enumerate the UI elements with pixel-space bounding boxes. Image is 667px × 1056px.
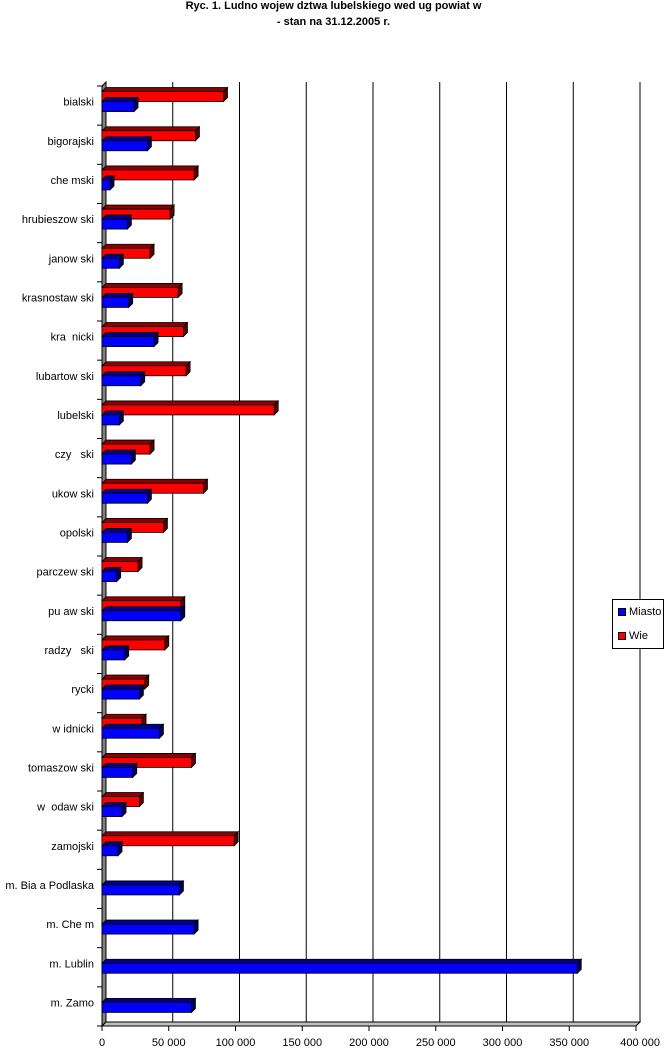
bar-wie — [101, 86, 229, 103]
bar-miasto — [101, 214, 133, 231]
bar-wie — [101, 674, 150, 691]
bar-wie — [101, 164, 200, 181]
legend: Miasto Wie — [612, 599, 664, 649]
bar-miasto — [101, 174, 115, 191]
bar-miasto — [101, 292, 134, 309]
bar-wie — [101, 634, 170, 651]
category-label: m. Che m — [46, 919, 94, 931]
bar-miasto — [101, 762, 138, 779]
bar-miasto — [101, 801, 127, 818]
category-label: opolski — [60, 527, 94, 539]
category-label: kra nicki — [51, 332, 94, 344]
category-label: parczew ski — [37, 567, 94, 579]
category-label: zamojski — [51, 841, 94, 853]
bar-miasto — [101, 997, 197, 1014]
legend-swatch-wie — [618, 632, 626, 640]
bar-miasto — [101, 331, 160, 348]
category-label: ukow ski — [46, 488, 94, 500]
category-label: lubartow ski — [36, 371, 94, 383]
bar-miasto — [101, 527, 133, 544]
category-label: czy ski — [49, 449, 94, 461]
bar-miasto — [101, 723, 165, 740]
bar-miasto — [101, 449, 137, 466]
category-label: che mski — [51, 175, 94, 187]
grid-lines — [105, 82, 641, 1022]
bar-wie — [101, 399, 280, 416]
bar-miasto — [101, 919, 200, 936]
x-tick-label: 50 000 — [152, 1037, 186, 1049]
category-label: hrubieszow ski — [22, 214, 94, 226]
x-tick-label: 250 000 — [416, 1037, 456, 1049]
bar-miasto — [101, 684, 145, 701]
x-tick-label: 100 000 — [216, 1037, 256, 1049]
bar-miasto — [101, 566, 122, 583]
category-labels: bialski bigorajski che mski hrubieszow ski j… — [5, 97, 95, 1010]
bar-wie — [101, 204, 176, 221]
category-label: bigorajski — [48, 136, 94, 148]
category-label: rycki — [65, 684, 94, 696]
category-label: lubelski — [57, 410, 94, 422]
x-tick-label: 200 000 — [349, 1037, 389, 1049]
category-label: bialski — [63, 97, 94, 109]
bar-miasto — [101, 96, 140, 113]
axes — [97, 80, 642, 1031]
category-label: w odaw ski — [36, 802, 94, 814]
bar-miasto — [101, 409, 125, 426]
legend-label-wie: Wie — [629, 630, 648, 642]
bar-miasto — [101, 488, 153, 505]
chart-title: Ryc. 1. Ludno wojew dztwa lubelskiego we… — [185, 0, 482, 12]
bar-wie — [101, 282, 184, 299]
chart-floor — [100, 1021, 642, 1027]
bar-miasto — [101, 370, 146, 387]
bar-wie — [101, 556, 144, 573]
category-label: m. Zamo — [51, 997, 94, 1009]
bar-miasto — [101, 253, 125, 270]
x-tick-labels: 0 50 000 100 000 150 000 200 000 250 000 300 0… — [99, 1037, 660, 1049]
bar-wie — [101, 830, 240, 847]
bar-miasto — [101, 605, 186, 622]
bar-miasto — [101, 840, 123, 857]
bar-wie — [101, 478, 209, 495]
category-label: w idnicki — [46, 723, 94, 735]
bar-miasto — [101, 958, 583, 975]
category-label: tomaszow ski — [28, 762, 94, 774]
category-label: m. Bia a Podlaska — [5, 880, 95, 892]
legend-item-wie: Wie — [618, 629, 648, 643]
category-label: krasnostaw ski — [22, 292, 94, 304]
category-label: radzy ski — [44, 645, 94, 657]
category-label: janow ski — [48, 253, 94, 265]
legend-label-miasto: Miasto — [629, 606, 662, 618]
x-tick-label: 150 000 — [282, 1037, 322, 1049]
x-tick-label: 350 000 — [549, 1037, 589, 1049]
chart-subtitle: - stan na 31.12.2005 r. — [276, 16, 391, 28]
bar-wie — [101, 752, 197, 769]
x-tick-label: 300 000 — [483, 1037, 523, 1049]
bar-wie — [101, 439, 156, 456]
x-tick-label: 0 — [99, 1037, 105, 1049]
bar-wie — [101, 243, 156, 260]
bars — [101, 86, 583, 1014]
bar-wie — [101, 791, 145, 808]
bar-miasto — [101, 879, 185, 896]
bar-wie — [101, 517, 169, 534]
category-label: m. Lublin — [49, 958, 94, 970]
legend-swatch-miasto — [618, 608, 626, 616]
x-tick-label: 400 000 — [620, 1037, 660, 1049]
bar-miasto — [101, 644, 130, 661]
category-label: pu aw ski — [48, 606, 94, 618]
legend-item-miasto: Miasto — [618, 605, 661, 619]
bar-miasto — [101, 135, 153, 152]
